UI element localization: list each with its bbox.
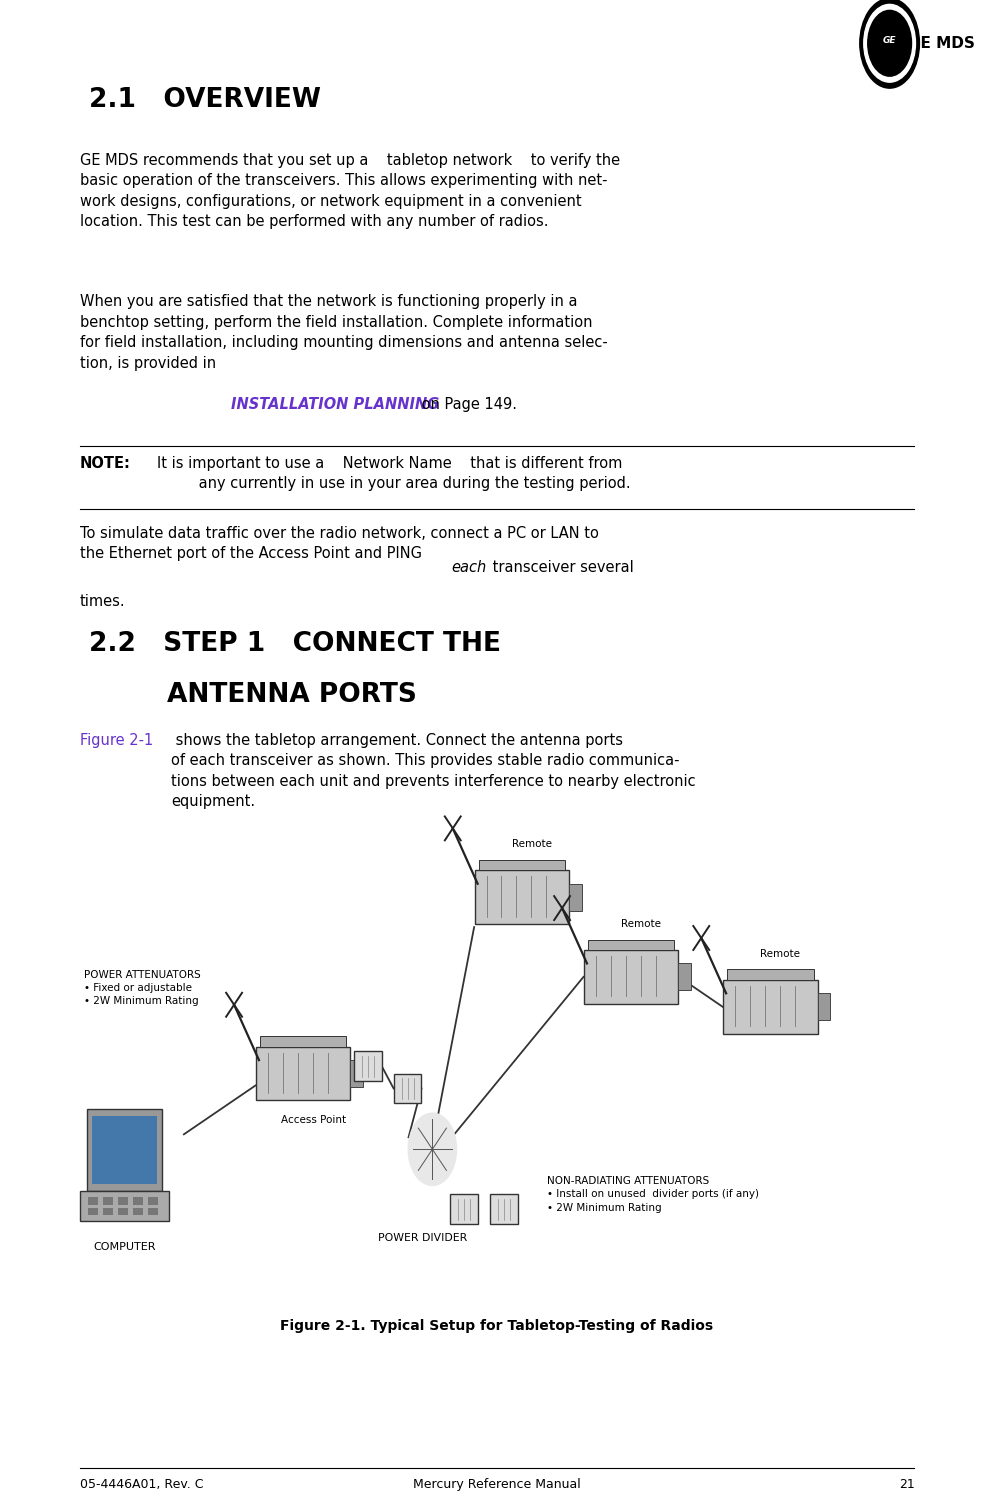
Bar xyxy=(86,1109,161,1192)
Bar xyxy=(103,1208,113,1216)
Bar xyxy=(678,964,692,991)
Circle shape xyxy=(864,5,915,83)
Bar xyxy=(724,980,817,1034)
Text: Access Point: Access Point xyxy=(280,1115,346,1126)
Text: 2.1   OVERVIEW: 2.1 OVERVIEW xyxy=(89,87,321,113)
Text: Remote: Remote xyxy=(512,839,552,850)
Text: ANTENNA PORTS: ANTENNA PORTS xyxy=(167,681,416,708)
Circle shape xyxy=(868,11,911,77)
Bar xyxy=(583,950,678,1004)
Bar xyxy=(817,994,831,1021)
Bar xyxy=(394,1073,421,1103)
Bar xyxy=(103,1198,113,1205)
Bar xyxy=(260,1036,347,1046)
Bar xyxy=(450,1195,478,1223)
Bar xyxy=(475,871,569,925)
Text: COMPUTER: COMPUTER xyxy=(93,1241,155,1252)
Bar xyxy=(88,1208,98,1216)
Text: When you are satisfied that the network is functioning properly in a
benchtop se: When you are satisfied that the network … xyxy=(80,294,607,371)
Bar xyxy=(91,1117,157,1184)
Text: each: each xyxy=(451,560,486,575)
Text: transceiver several: transceiver several xyxy=(488,560,634,575)
Text: times.: times. xyxy=(80,594,125,609)
Text: POWER DIVIDER: POWER DIVIDER xyxy=(378,1232,467,1243)
Text: It is important to use a    Network Name    that is different from
         any : It is important to use a Network Name th… xyxy=(157,456,630,491)
Text: NOTE:: NOTE: xyxy=(80,456,130,471)
Bar xyxy=(118,1208,128,1216)
Text: Figure 2-1: Figure 2-1 xyxy=(80,732,153,747)
Text: GE MDS: GE MDS xyxy=(908,36,975,51)
Text: To simulate data traffic over the radio network, connect a PC or LAN to
the Ethe: To simulate data traffic over the radio … xyxy=(80,525,598,561)
Text: 05-4446A01, Rev. C: 05-4446A01, Rev. C xyxy=(80,1478,203,1490)
Bar xyxy=(728,970,813,980)
Bar xyxy=(479,860,565,871)
Bar xyxy=(133,1198,143,1205)
Bar xyxy=(133,1208,143,1216)
Text: NON-RADIATING ATTENUATORS
• Install on unused  divider ports (if any)
• 2W Minim: NON-RADIATING ATTENUATORS • Install on u… xyxy=(547,1177,758,1213)
Bar xyxy=(354,1051,382,1081)
Text: Remote: Remote xyxy=(760,949,800,959)
Text: GE: GE xyxy=(883,36,897,45)
Bar xyxy=(148,1208,158,1216)
Text: Remote: Remote xyxy=(621,919,661,929)
Circle shape xyxy=(409,1114,456,1186)
Bar xyxy=(88,1198,98,1205)
Bar xyxy=(490,1195,518,1223)
Text: POWER ATTENUATORS
• Fixed or adjustable
• 2W Minimum Rating: POWER ATTENUATORS • Fixed or adjustable … xyxy=(84,970,201,1006)
Bar xyxy=(118,1198,128,1205)
Bar xyxy=(350,1060,364,1087)
Text: GE MDS recommends that you set up a    tabletop network    to verify the
basic o: GE MDS recommends that you set up a tabl… xyxy=(80,153,619,230)
Text: Figure 2-1. Typical Setup for Tabletop-Testing of Radios: Figure 2-1. Typical Setup for Tabletop-T… xyxy=(280,1319,714,1333)
Bar xyxy=(148,1198,158,1205)
Text: 2.2   STEP 1   CONNECT THE: 2.2 STEP 1 CONNECT THE xyxy=(89,630,501,657)
Text: 21: 21 xyxy=(899,1478,914,1490)
Text: Mercury Reference Manual: Mercury Reference Manual xyxy=(414,1478,580,1490)
Text: shows the tabletop arrangement. Connect the antenna ports
of each transceiver as: shows the tabletop arrangement. Connect … xyxy=(171,732,696,809)
Bar xyxy=(256,1046,351,1100)
Bar xyxy=(569,884,582,911)
Text: on Page 149.: on Page 149. xyxy=(417,396,518,411)
Circle shape xyxy=(860,0,919,89)
Bar xyxy=(80,1192,169,1220)
Text: INSTALLATION PLANNING: INSTALLATION PLANNING xyxy=(231,396,439,411)
Bar xyxy=(587,940,674,950)
